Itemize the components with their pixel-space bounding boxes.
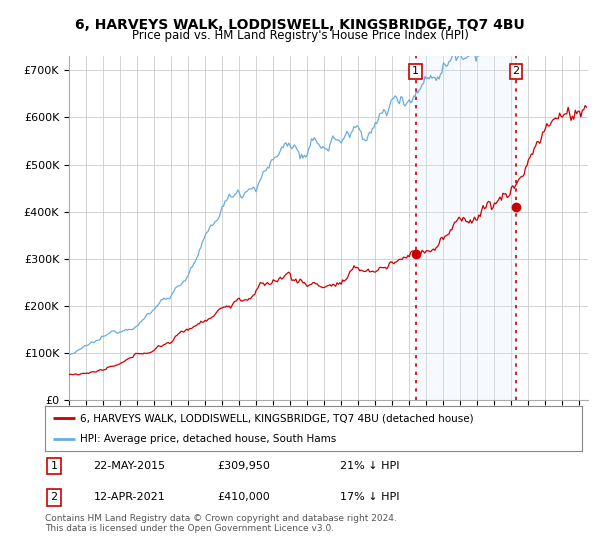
Text: £309,950: £309,950 [217, 461, 270, 471]
Text: 2: 2 [50, 492, 58, 502]
Text: 12-APR-2021: 12-APR-2021 [94, 492, 165, 502]
Bar [416, 56, 516, 400]
Text: £410,000: £410,000 [217, 492, 269, 502]
Text: 1: 1 [412, 66, 419, 76]
Text: 6, HARVEYS WALK, LODDISWELL, KINGSBRIDGE, TQ7 4BU (detached house): 6, HARVEYS WALK, LODDISWELL, KINGSBRIDGE… [80, 413, 473, 423]
Text: 2: 2 [512, 66, 520, 76]
Text: 22-MAY-2015: 22-MAY-2015 [94, 461, 166, 471]
Text: HPI: Average price, detached house, South Hams: HPI: Average price, detached house, Sout… [80, 433, 336, 444]
Text: 1: 1 [50, 461, 58, 471]
Text: 21% ↓ HPI: 21% ↓ HPI [340, 461, 400, 471]
Text: 6, HARVEYS WALK, LODDISWELL, KINGSBRIDGE, TQ7 4BU: 6, HARVEYS WALK, LODDISWELL, KINGSBRIDGE… [75, 18, 525, 32]
Text: Price paid vs. HM Land Registry's House Price Index (HPI): Price paid vs. HM Land Registry's House … [131, 29, 469, 42]
Text: 17% ↓ HPI: 17% ↓ HPI [340, 492, 400, 502]
Text: Contains HM Land Registry data © Crown copyright and database right 2024.
This d: Contains HM Land Registry data © Crown c… [45, 514, 397, 534]
